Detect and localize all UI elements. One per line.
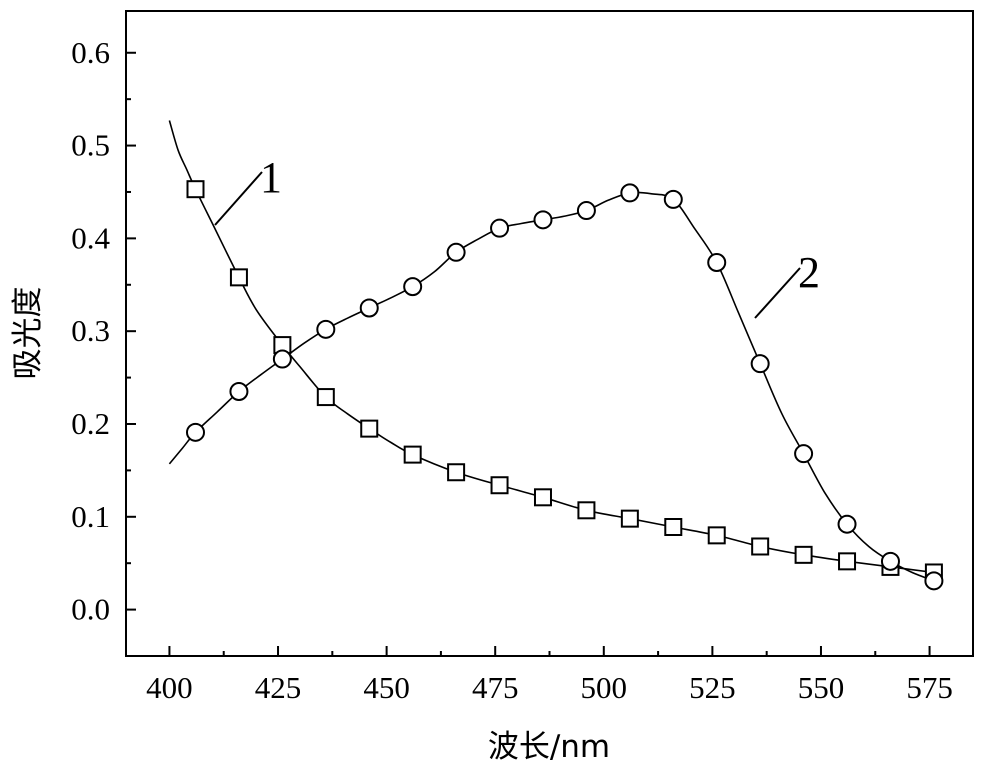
series-2-point-0 <box>185 422 205 442</box>
series-2-point-14 <box>794 444 814 464</box>
series-2-point-17 <box>924 571 944 591</box>
curve-2-label: 2 <box>798 248 820 297</box>
series-2-point-16 <box>880 551 900 571</box>
series-1-point-7 <box>490 476 509 495</box>
curve-1-leader-line <box>214 171 263 226</box>
series-2-point-12 <box>707 253 727 273</box>
series-1-point-6 <box>447 463 466 482</box>
y-tick-label-2: 0.2 <box>71 406 110 441</box>
series-1-point-1 <box>229 268 248 287</box>
series-2-point-6 <box>446 242 466 262</box>
series-1-point-0 <box>186 180 205 199</box>
x-tick-label-500: 500 <box>581 670 628 705</box>
curve-1-label: 1 <box>260 153 282 202</box>
x-axis-ticks: 400 425 450 475 500 525 550 575 <box>146 646 953 705</box>
x-tick-label-425: 425 <box>255 670 302 705</box>
curve-2-leader-line <box>754 267 801 319</box>
series-2-point-3 <box>316 319 336 339</box>
x-tick-label-575: 575 <box>906 670 953 705</box>
series-2-point-15 <box>837 514 857 534</box>
series-1-point-14 <box>794 545 813 564</box>
series-2-point-8 <box>533 210 553 230</box>
curve-label-leaders <box>214 171 801 319</box>
series-1-point-11 <box>664 518 683 536</box>
series-1-point-3 <box>316 388 335 407</box>
series-markers <box>185 180 944 591</box>
y-tick-label-0: 0.0 <box>71 592 110 627</box>
y-axis-title: 吸光度 <box>10 287 46 380</box>
y-axis-ticks: 0.0 0.1 0.2 0.3 0.4 0.5 0.6 <box>71 35 136 627</box>
series-2-point-4 <box>359 298 379 318</box>
series-1-point-5 <box>403 445 422 464</box>
x-tick-label-475: 475 <box>472 670 519 705</box>
y-tick-label-5: 0.5 <box>71 128 110 163</box>
y-tick-label-3: 0.3 <box>71 313 110 348</box>
y-tick-label-4: 0.4 <box>71 220 110 255</box>
series-2-point-10 <box>620 183 640 203</box>
series-1-point-15 <box>838 552 857 571</box>
series-2-point-9 <box>576 201 596 221</box>
series-2-point-5 <box>403 277 423 297</box>
x-axis-title: 波长/nm <box>488 729 610 765</box>
series-1-point-13 <box>751 537 770 556</box>
x-tick-label-400: 400 <box>146 670 193 705</box>
series-1-point-9 <box>577 501 596 520</box>
series-1-point-4 <box>360 419 379 438</box>
series-1-point-10 <box>620 509 639 528</box>
y-tick-label-6: 0.6 <box>71 35 110 70</box>
series-1-point-12 <box>707 526 726 545</box>
x-tick-label-450: 450 <box>363 670 410 705</box>
x-tick-label-525: 525 <box>689 670 736 705</box>
series-2-point-7 <box>490 218 510 238</box>
x-tick-label-550: 550 <box>798 670 845 705</box>
series-2-point-1 <box>229 382 249 402</box>
series-2-point-11 <box>663 189 683 209</box>
series-2-point-13 <box>750 354 770 374</box>
series-2-point-2 <box>272 349 292 369</box>
series-1-point-8 <box>533 488 552 507</box>
y-tick-label-1: 0.1 <box>71 499 110 534</box>
